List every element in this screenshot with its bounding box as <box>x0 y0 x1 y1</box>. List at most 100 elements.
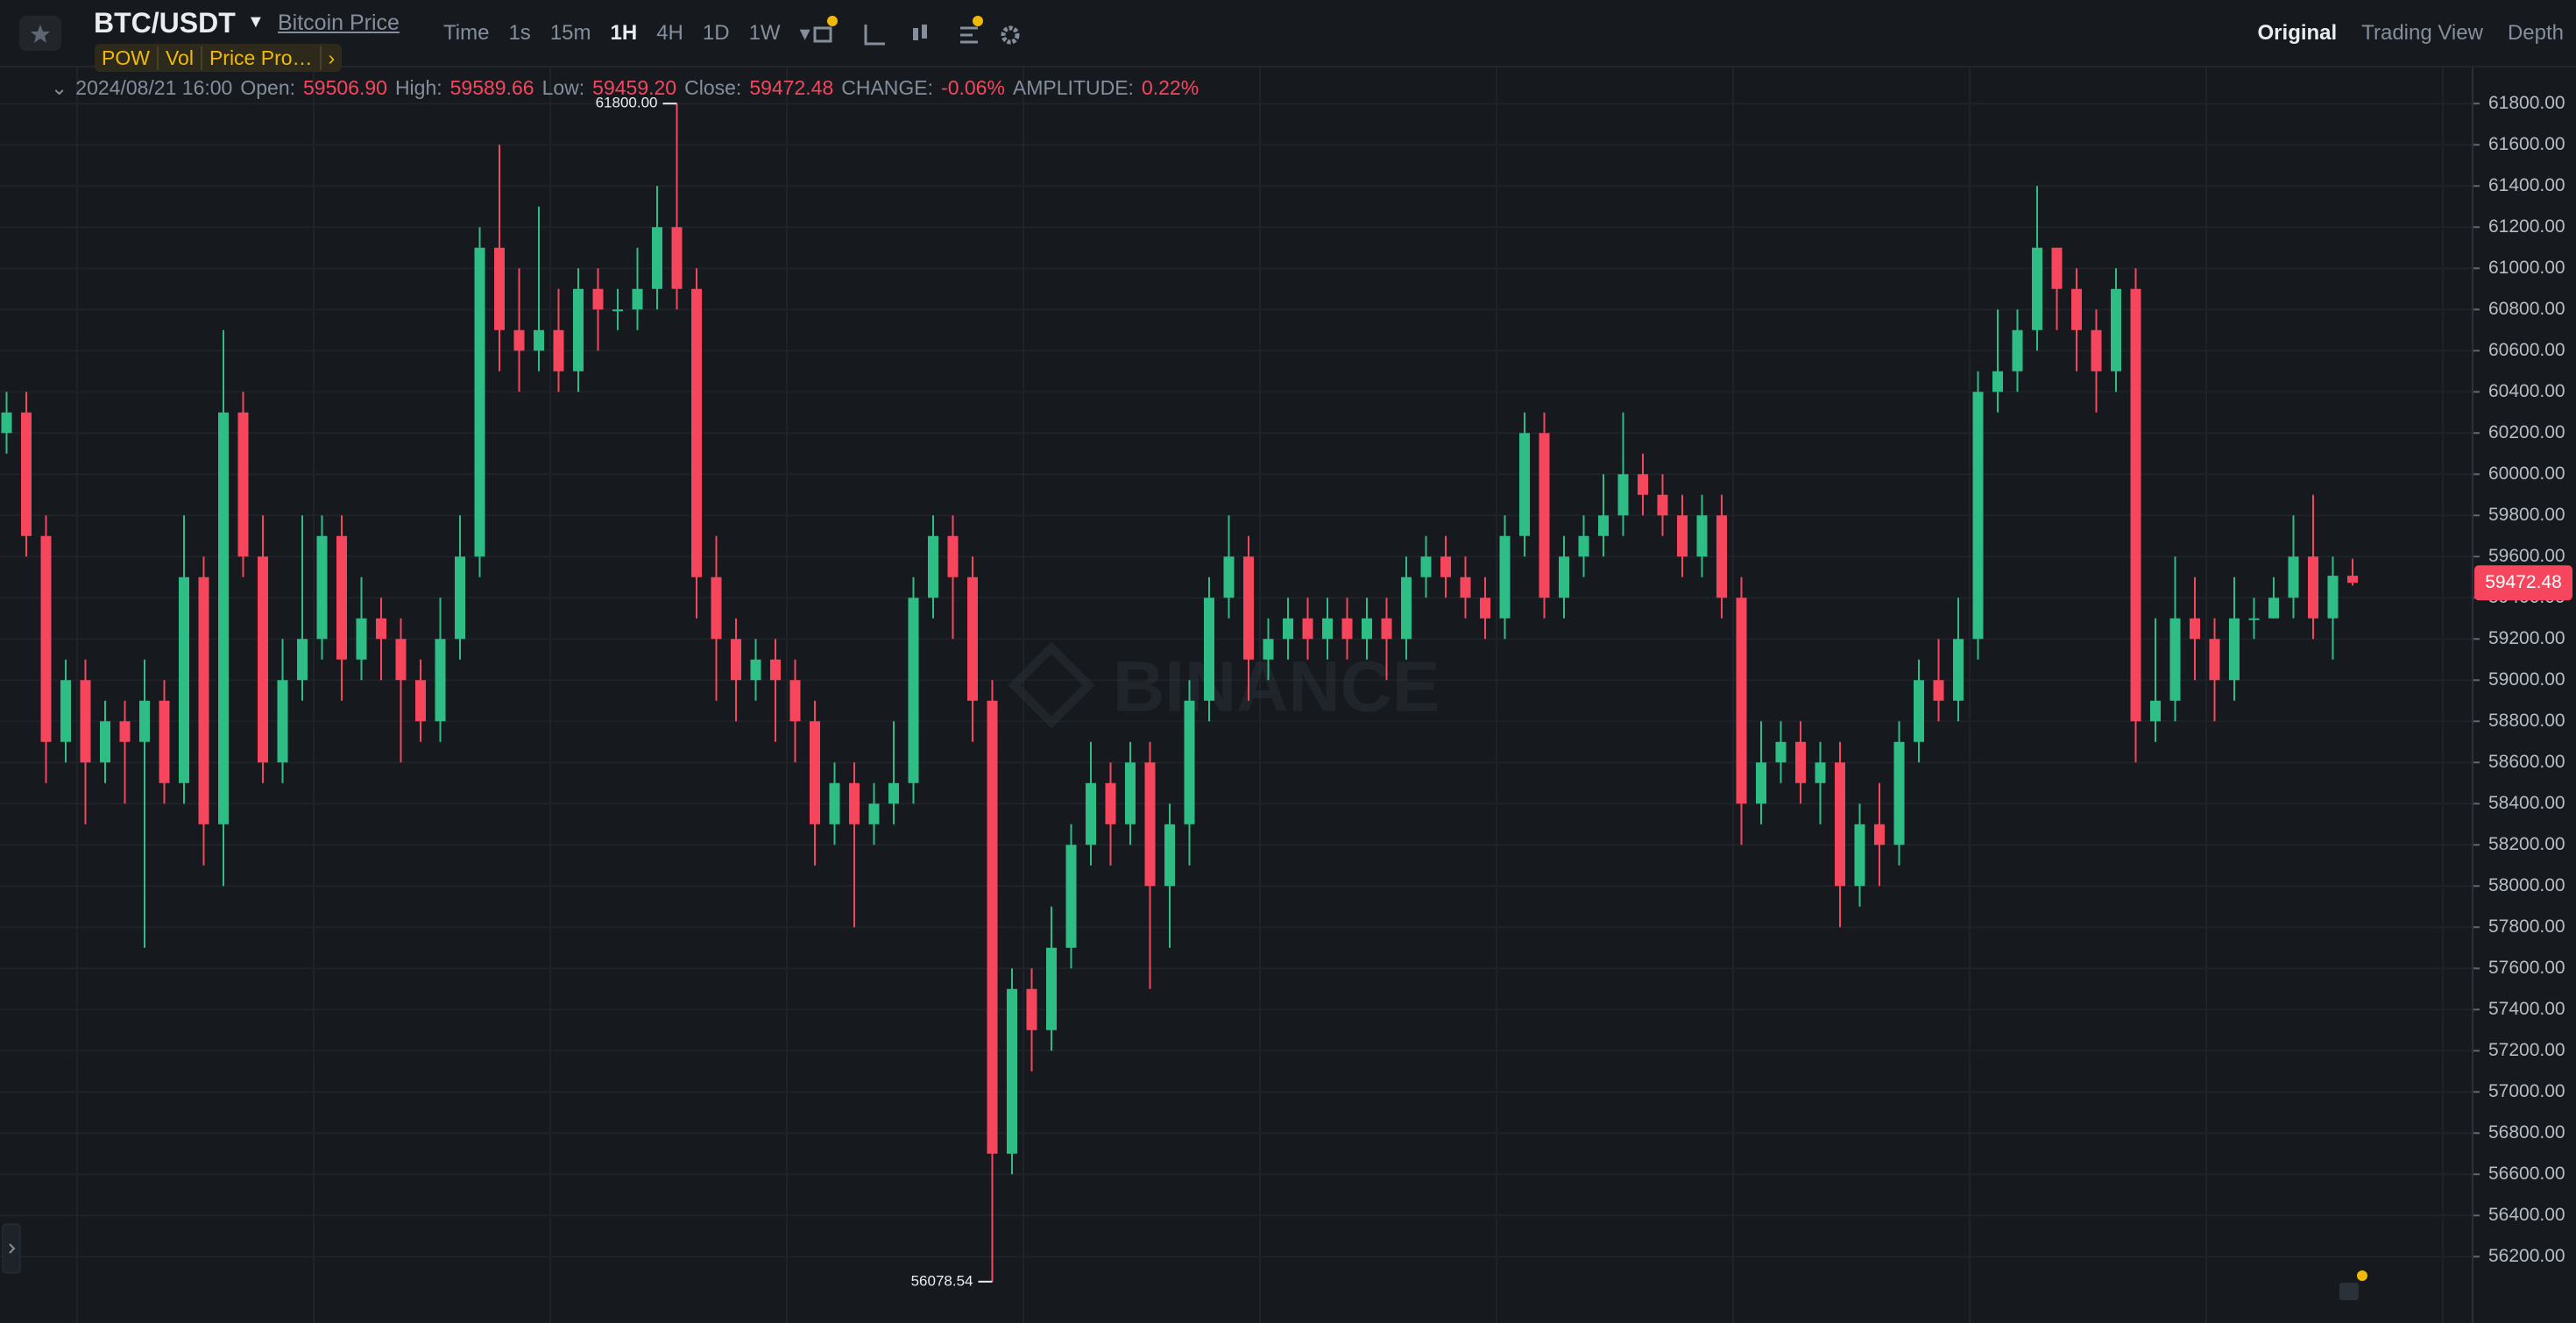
candle-body <box>947 535 959 577</box>
candle-body <box>967 577 978 701</box>
y-tick-label: 57400.00 <box>2488 999 2565 1019</box>
tag-expand[interactable]: › <box>328 46 336 69</box>
watermark-logo <box>1008 641 1095 729</box>
candle-body <box>553 329 564 371</box>
candle-body <box>1046 947 1057 1030</box>
favorite-button[interactable] <box>19 16 61 51</box>
candle-body <box>376 618 386 640</box>
candle-body <box>1519 433 1530 536</box>
candle-body <box>750 659 761 681</box>
candle-body <box>1677 515 1688 557</box>
candle-body <box>80 680 91 763</box>
view-tab[interactable]: Original <box>2257 21 2338 45</box>
candle-body <box>1756 762 1766 804</box>
candle-body <box>592 288 604 310</box>
candle-body <box>415 680 426 722</box>
candle-body <box>1184 700 1195 824</box>
indicator-icon[interactable] <box>813 26 832 43</box>
indicator-tag[interactable]: POW <box>95 46 159 70</box>
template-icon[interactable] <box>960 26 978 44</box>
last-price-label: 59472.48 <box>2485 572 2562 592</box>
chart-type-icon[interactable] <box>864 25 885 46</box>
candle-body <box>2248 618 2260 620</box>
notes-icon[interactable] <box>2332 1265 2371 1305</box>
interval-more[interactable]: ▾ <box>799 22 810 46</box>
candle-body <box>1420 556 1432 577</box>
candle-body <box>1893 741 1905 845</box>
candle-body <box>2051 247 2063 289</box>
max-label: 61800.00 <box>596 95 658 111</box>
y-tick-label: 59000.00 <box>2488 669 2565 690</box>
candle-icon[interactable] <box>913 28 918 40</box>
candle-body <box>1914 680 1924 742</box>
candle-body <box>652 227 662 289</box>
candle-body <box>237 412 249 557</box>
y-tick-label: 57600.00 <box>2488 958 2565 978</box>
candle-body <box>1026 988 1037 1030</box>
indicator-tag[interactable]: Price Pro… <box>202 46 322 70</box>
y-tick-label: 56600.00 <box>2488 1164 2565 1184</box>
view-tab[interactable]: Depth <box>2507 21 2564 45</box>
candle-body <box>908 598 919 783</box>
candle-body <box>1972 392 1984 640</box>
interval-option[interactable]: 4H <box>656 21 683 45</box>
watermark: BINANCE <box>1008 641 1440 729</box>
pair-title[interactable]: BTC/USDT <box>94 7 236 39</box>
side-toggle[interactable] <box>2 1223 21 1274</box>
candle-body <box>2190 618 2200 640</box>
candle-body <box>2032 247 2042 330</box>
candle-body <box>40 535 52 742</box>
candle-body <box>1539 433 1550 598</box>
interval-option[interactable]: 1H <box>610 21 638 45</box>
candle-body <box>1263 639 1274 660</box>
tag-list: POW Vol Price Pro… › <box>95 44 343 72</box>
candle-body <box>1696 515 1708 557</box>
candle-body <box>1578 535 1589 557</box>
candle-body <box>2327 576 2339 619</box>
candle-body <box>1835 762 1845 887</box>
collapse-toggle[interactable]: ⌄ <box>51 76 68 99</box>
info-link[interactable]: Bitcoin Price <box>278 11 400 35</box>
field-label: High: <box>394 76 442 99</box>
star-icon <box>31 25 50 43</box>
candle-body <box>2012 329 2023 371</box>
view-tabs: Original Trading View Depth <box>2258 21 2564 46</box>
candle-body <box>1716 515 1727 598</box>
y-tick-label: 59200.00 <box>2488 628 2565 648</box>
candle-body <box>258 556 268 763</box>
indicator-tag[interactable]: Vol <box>159 46 202 70</box>
candle-body <box>987 700 998 1154</box>
candle-body <box>731 639 741 681</box>
candle-body <box>1874 824 1885 845</box>
candle-body <box>1559 556 1569 598</box>
candle-body <box>1401 577 1412 640</box>
settings-icon[interactable] <box>1001 25 1020 45</box>
candle-body <box>1105 782 1116 824</box>
view-tab[interactable]: Trading View <box>2361 21 2483 45</box>
candle-body <box>218 412 229 824</box>
field-label: Close: <box>684 76 742 99</box>
candle-body <box>494 247 505 330</box>
candle-body <box>1164 824 1175 887</box>
field-value: 59506.90 <box>303 76 387 99</box>
candle-body <box>1460 577 1471 598</box>
candle-body <box>2288 556 2299 598</box>
candle-body <box>2169 618 2181 701</box>
interval-option[interactable]: Time <box>443 21 490 45</box>
candle-body <box>139 700 150 742</box>
candle-body <box>1 412 12 434</box>
candle-body <box>1223 556 1235 598</box>
interval-list: Time 1s 15m 1H 4H 1D 1W ▾ <box>443 21 810 46</box>
candle-body <box>573 288 584 371</box>
candle-body <box>1598 515 1609 536</box>
y-tick-label: 61000.00 <box>2488 258 2565 278</box>
interval-option[interactable]: 15m <box>549 21 591 45</box>
interval-option[interactable]: 1D <box>702 21 730 45</box>
interval-option[interactable]: 1W <box>748 21 781 45</box>
candle-body <box>336 535 347 660</box>
candle-body <box>119 721 131 742</box>
interval-option[interactable]: 1s <box>508 21 531 45</box>
toolbar: BTC/USDT ▼ Bitcoin Price POW Vol Price Pro… <box>0 0 2576 72</box>
pair-dropdown[interactable]: ▼ <box>247 12 265 32</box>
